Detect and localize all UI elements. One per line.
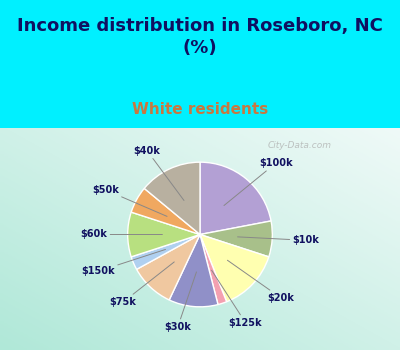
Wedge shape	[200, 221, 272, 257]
Wedge shape	[200, 234, 269, 302]
Text: Income distribution in Roseboro, NC
(%): Income distribution in Roseboro, NC (%)	[17, 17, 383, 57]
Text: $30k: $30k	[164, 272, 196, 332]
Wedge shape	[144, 162, 200, 234]
Text: $150k: $150k	[82, 250, 166, 276]
Text: $10k: $10k	[238, 235, 319, 245]
Text: $20k: $20k	[228, 260, 294, 303]
Wedge shape	[131, 234, 200, 270]
Text: $40k: $40k	[134, 146, 184, 201]
Text: $125k: $125k	[212, 270, 262, 328]
Text: $75k: $75k	[110, 262, 174, 307]
Wedge shape	[169, 234, 218, 307]
Wedge shape	[200, 234, 227, 304]
Wedge shape	[200, 162, 271, 234]
Wedge shape	[137, 234, 200, 300]
Text: $50k: $50k	[92, 185, 167, 216]
Wedge shape	[131, 188, 200, 234]
Text: White residents: White residents	[132, 102, 268, 117]
Text: $60k: $60k	[80, 230, 162, 239]
Text: City-Data.com: City-Data.com	[268, 141, 332, 150]
Text: $100k: $100k	[224, 158, 293, 205]
Wedge shape	[128, 212, 200, 257]
